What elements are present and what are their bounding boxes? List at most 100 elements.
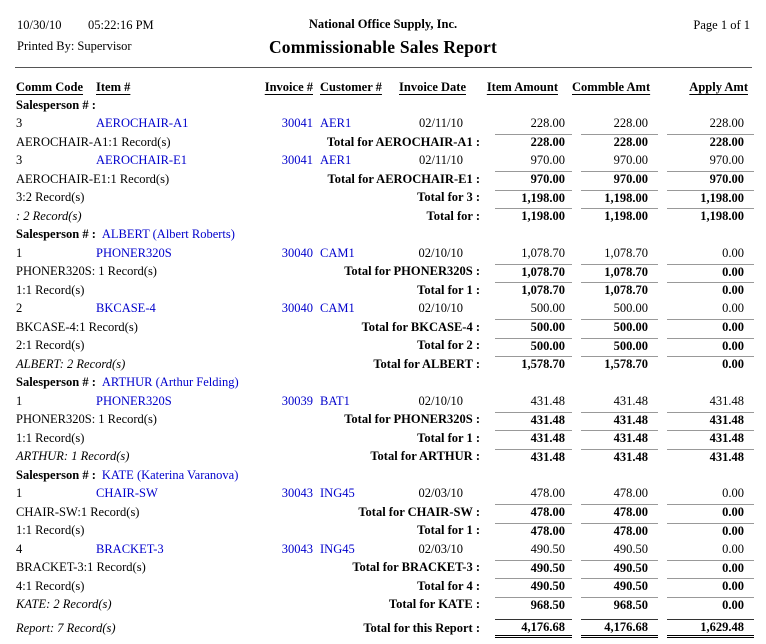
- item-link[interactable]: AEROCHAIR-A1: [96, 116, 189, 131]
- total-label: Total for 3 :: [417, 190, 480, 205]
- item-amount-cell: 431.48: [530, 393, 565, 408]
- total-apply-amt: 0.00: [667, 596, 754, 613]
- invoice-link[interactable]: 30043: [281, 486, 313, 501]
- total-row: ARTHUR: 1 Record(s) Total for ARTHUR : 431…: [16, 448, 754, 467]
- detail-row: 1 CHAIR-SW 30043 ING45 02/03/10 478.00 478.00 0…: [16, 485, 754, 504]
- item-link[interactable]: AEROCHAIR-E1: [96, 153, 187, 168]
- total-commble-amt: 490.50: [581, 559, 658, 576]
- total-item-amount: 431.48: [495, 411, 572, 428]
- total-label: Total for 1 :: [417, 430, 480, 445]
- item-link[interactable]: BKCASE-4: [96, 301, 156, 316]
- commble-amt-cell: 970.00: [613, 153, 648, 168]
- total-row: ALBERT: 2 Record(s) Total for ALBERT : 1,5…: [16, 355, 754, 374]
- salesperson-label: Salesperson # :: [16, 97, 96, 112]
- total-commble-amt: 500.00: [581, 319, 658, 335]
- record-count-text: PHONER320S: 1 Record(s): [16, 264, 157, 279]
- invoice-link[interactable]: 30040: [281, 301, 313, 316]
- total-apply-amt: 0.00: [667, 263, 754, 280]
- commble-amt-cell: 1,078.70: [604, 245, 648, 260]
- item-amount-cell: 228.00: [530, 116, 565, 131]
- total-item-amount: 490.50: [495, 559, 572, 576]
- total-commble-amt: 1,198.00: [581, 208, 658, 224]
- total-commble-amt: 1,198.00: [581, 189, 658, 206]
- total-commble-amt: 431.48: [581, 411, 658, 428]
- total-item-amount: 968.50: [495, 596, 572, 613]
- total-label: Total for 4 :: [417, 578, 480, 593]
- record-count-text: ARTHUR: 1 Record(s): [16, 449, 130, 464]
- total-row: KATE: 2 Record(s) Total for KATE : 968.50 9…: [16, 596, 754, 615]
- customer-link[interactable]: BAT1: [320, 393, 350, 408]
- total-apply-amt: 0.00: [667, 578, 754, 594]
- item-link[interactable]: PHONER320S: [96, 393, 172, 408]
- customer-link[interactable]: ING45: [320, 486, 355, 501]
- total-item-amount: 478.00: [495, 522, 572, 539]
- total-row: BRACKET-3:1 Record(s) Total for BRACKET-3…: [16, 559, 754, 578]
- total-apply-amt: 431.48: [667, 448, 754, 465]
- customer-link[interactable]: AER1: [320, 116, 352, 131]
- item-amount-cell: 500.00: [530, 301, 565, 316]
- total-apply-amt: 1,198.00: [667, 208, 754, 224]
- column-header-item: Item #: [96, 79, 131, 94]
- detail-row: 2 BKCASE-4 30040 CAM1 02/10/10 500.00 500.00 0.…: [16, 300, 754, 319]
- salesperson-name-link[interactable]: ARTHUR (Arthur Felding): [101, 375, 239, 390]
- item-amount-cell: 478.00: [530, 486, 565, 501]
- total-item-amount: 431.48: [495, 430, 572, 446]
- invoice-link[interactable]: 30039: [281, 393, 313, 408]
- total-row: BKCASE-4:1 Record(s) Total for BKCASE-4 :…: [16, 318, 754, 337]
- column-header-commble-amt: Commble Amt: [572, 79, 651, 94]
- total-apply-amt: 0.00: [667, 559, 754, 576]
- item-link[interactable]: BRACKET-3: [96, 541, 164, 556]
- page-number: Page 1 of 1: [693, 18, 750, 32]
- item-amount-cell: 1,078.70: [521, 245, 565, 260]
- commble-amt-cell: 228.00: [613, 116, 648, 131]
- invoice-link[interactable]: 30041: [281, 116, 313, 131]
- detail-row: 3 AEROCHAIR-E1 30041 AER1 02/11/10 970.00 970.…: [16, 152, 754, 171]
- comm-code-cell: 3: [16, 116, 23, 131]
- total-item-amount: 490.50: [495, 578, 572, 594]
- total-row: PHONER320S: 1 Record(s) Total for PHONER3…: [16, 263, 754, 282]
- invoice-link[interactable]: 30043: [281, 541, 313, 556]
- total-apply-amt: 0.00: [667, 356, 754, 372]
- total-row: 1:1 Record(s) Total for 1 : 478.00 478.00 0.…: [16, 522, 754, 541]
- record-count-text: CHAIR-SW:1 Record(s): [16, 504, 140, 519]
- total-item-amount: 228.00: [495, 134, 572, 150]
- comm-code-cell: 4: [16, 541, 23, 556]
- commble-amt-cell: 500.00: [613, 301, 648, 316]
- total-label: Total for KATE :: [388, 597, 480, 612]
- apply-amt-cell: 970.00: [709, 153, 744, 168]
- invoice-link[interactable]: 30040: [281, 245, 313, 260]
- invoice-date-cell: 02/03/10: [418, 541, 463, 556]
- salesperson-label: Salesperson # :: [16, 375, 96, 390]
- record-count-text: ALBERT: 2 Record(s): [16, 356, 126, 371]
- report-title: Commissionable Sales Report: [268, 37, 498, 57]
- column-header-invoice: Invoice #: [264, 79, 313, 94]
- customer-link[interactable]: CAM1: [320, 301, 355, 316]
- salesperson-name-link[interactable]: ALBERT (Albert Roberts): [101, 227, 235, 242]
- total-apply-amt: 0.00: [667, 522, 754, 539]
- total-label: Total for 2 :: [417, 338, 480, 353]
- invoice-link[interactable]: 30041: [281, 153, 313, 168]
- item-amount-cell: 970.00: [530, 153, 565, 168]
- salesperson-name-link[interactable]: KATE (Katerina Varanova): [101, 467, 239, 482]
- customer-link[interactable]: CAM1: [320, 245, 355, 260]
- comm-code-cell: 3: [16, 153, 23, 168]
- total-commble-amt: 500.00: [581, 337, 658, 354]
- customer-link[interactable]: ING45: [320, 541, 355, 556]
- item-link[interactable]: PHONER320S: [96, 245, 172, 260]
- customer-link[interactable]: AER1: [320, 153, 352, 168]
- salesperson-row: Salesperson # : ALBERT (Albert Roberts): [16, 226, 754, 245]
- item-amount-cell: 490.50: [530, 541, 565, 556]
- total-apply-amt: 228.00: [667, 134, 754, 150]
- item-link[interactable]: CHAIR-SW: [96, 486, 158, 501]
- report-body: Salesperson # : 3 AEROCHAIR-A1 30041 AER1 02/…: [16, 96, 754, 638]
- record-count-text: 4:1 Record(s): [16, 578, 85, 593]
- company-name: National Office Supply, Inc.: [308, 17, 458, 31]
- salesperson-row: Salesperson # : ARTHUR (Arthur Felding): [16, 374, 754, 393]
- apply-amt-cell: 0.00: [722, 486, 744, 501]
- total-commble-amt: 1,078.70: [581, 282, 658, 298]
- total-label: Total for BRACKET-3 :: [352, 560, 480, 575]
- header-time: 05:22:16 PM: [88, 18, 154, 32]
- record-count-text: AEROCHAIR-E1:1 Record(s): [16, 171, 170, 186]
- total-item-amount: 500.00: [495, 337, 572, 354]
- header-rule: [15, 67, 752, 68]
